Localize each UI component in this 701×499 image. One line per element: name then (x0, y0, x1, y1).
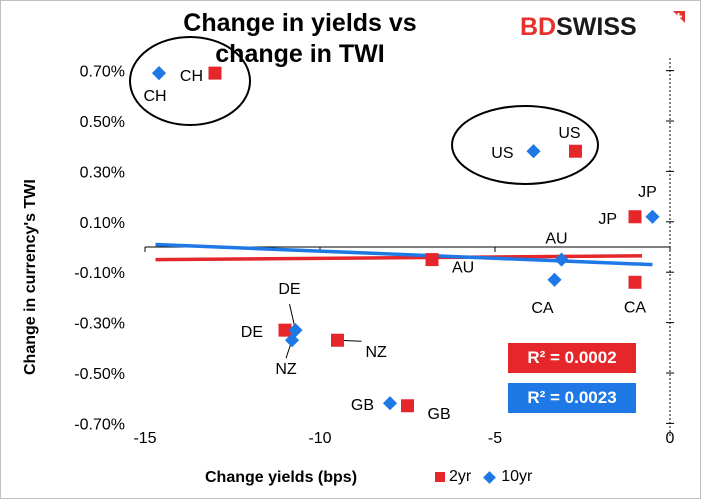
point-2yr-NZ (331, 333, 344, 347)
x-tick-label: 0 (666, 430, 675, 447)
point-2yr-DE (278, 323, 292, 337)
y-tick-label: 0.10% (80, 215, 125, 232)
x-axis-title: Change yields (bps) (205, 469, 357, 486)
y-tick-label: -0.50% (74, 366, 125, 383)
data-label-2yr-AU: AU (452, 260, 474, 277)
svg-text:BDSWISS: BDSWISS (520, 13, 637, 41)
data-label-10yr-CA: CA (531, 300, 554, 317)
data-label-2yr-NZ: NZ (366, 344, 388, 361)
y-tick-label: 0.30% (80, 164, 125, 181)
x-tick-label: -15 (133, 430, 156, 447)
trendline-2yr (155, 254, 643, 262)
point-10yr-JP (645, 209, 660, 224)
point-10yr-CA (547, 272, 562, 287)
legend: 2yr 10yr (435, 468, 532, 486)
point-2yr-CA (628, 275, 642, 289)
point-10yr-US (526, 144, 541, 159)
logo-text-swiss: SWISS (556, 13, 637, 41)
data-label-2yr-GB: GB (428, 406, 451, 423)
data-label-10yr-CH: CH (143, 88, 166, 105)
y-axis-title: Change in currency's TWI (22, 179, 39, 375)
swiss-cross-icon (673, 11, 685, 23)
ellipse-ch-highlight (129, 36, 251, 126)
r2-label-2yr: R² = 0.0002 (508, 343, 636, 373)
legend-label-10yr: 10yr (501, 468, 533, 485)
data-label-10yr-AU: AU (545, 231, 567, 248)
data-label-2yr-US: US (558, 125, 580, 142)
y-tick-label: -0.10% (74, 265, 125, 282)
x-tick-label: -10 (308, 430, 331, 447)
r2-label-10yr: R² = 0.0023 (508, 383, 636, 413)
point-10yr-GB (382, 396, 398, 411)
chart-title-line-2: change in TWI (215, 40, 385, 68)
point-2yr-AU (425, 253, 439, 267)
bdswiss-logo: BDSWISS (520, 11, 685, 41)
data-label-10yr-GB: GB (351, 397, 374, 414)
trendline-10yr (155, 242, 653, 267)
y-tick-label: -0.30% (74, 316, 125, 333)
point-2yr-JP (628, 210, 642, 224)
data-label-2yr-CH: CH (180, 68, 203, 85)
chart-title-line-1: Change in yields vs (183, 9, 417, 37)
point-2yr-GB (401, 399, 414, 413)
point-10yr-AU (554, 252, 569, 267)
data-label-2yr-CA: CA (624, 299, 647, 316)
point-2yr-US (569, 144, 582, 158)
y-tick-label: -0.70% (74, 416, 125, 433)
ellipse-us-highlight (451, 105, 599, 185)
point-2yr-CH (208, 66, 222, 80)
chart-title: Change in yields vs change in TWI (150, 8, 450, 70)
legend-marker-2yr (435, 472, 445, 482)
y-tick-label: 0.50% (80, 114, 125, 131)
data-label-2yr-DE: DE (241, 324, 263, 341)
legend-marker-10yr (483, 470, 497, 484)
x-tick-label: -5 (488, 430, 502, 447)
legend-label-2yr: 2yr (449, 468, 472, 485)
data-label-2yr-JP: JP (598, 211, 617, 228)
point-10yr-CH (151, 66, 167, 81)
logo-text-bd: BD (520, 13, 556, 41)
y-tick-label: 0.70% (80, 64, 125, 81)
data-label-10yr-DE: DE (278, 281, 300, 298)
data-label-10yr-NZ: NZ (275, 361, 297, 378)
data-label-10yr-US: US (491, 145, 513, 162)
data-label-10yr-JP: JP (638, 184, 657, 201)
point-10yr-NZ (284, 333, 300, 348)
